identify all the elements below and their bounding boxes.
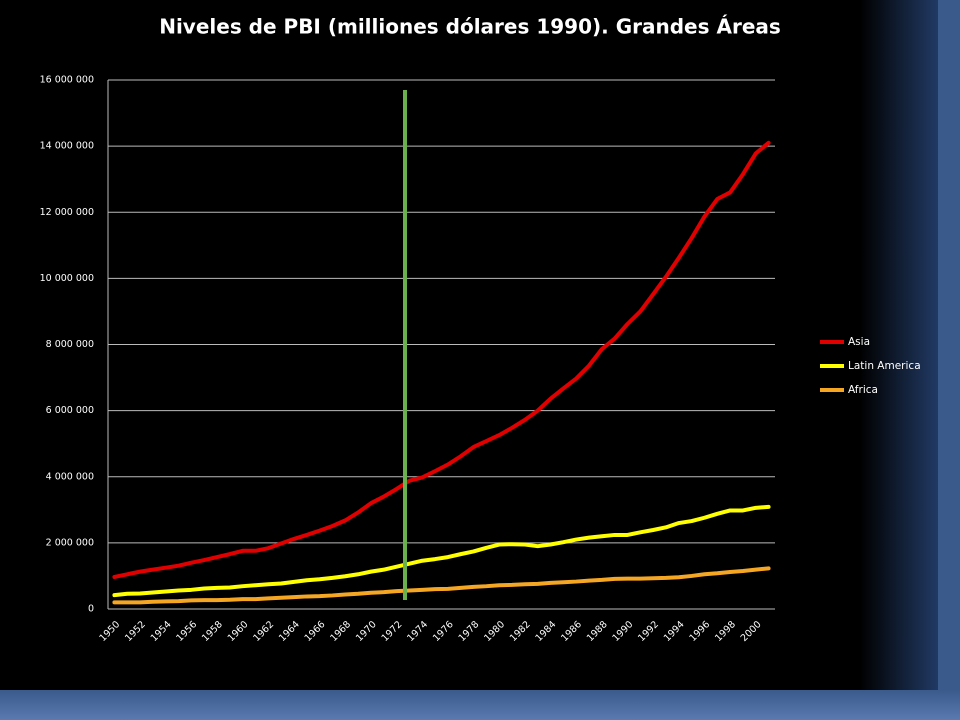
legend-label: Asia [848,336,870,348]
y-tick-label: 4 000 000 [46,471,94,482]
y-tick-label: 10 000 000 [40,273,94,284]
series-line [112,140,771,579]
y-tick-label: 8 000 000 [46,339,94,350]
series-line [112,566,771,605]
y-tick-label: 0 [88,604,94,615]
legend-label: Latin America [848,360,921,372]
y-tick-label: 6 000 000 [46,405,94,416]
y-tick-label: 12 000 000 [40,207,94,218]
series-line [112,504,771,598]
y-tick-label: 14 000 000 [40,141,94,152]
y-tick-label: 16 000 000 [40,75,94,86]
slide-border [938,0,960,720]
chart-title: Niveles de PBI (milliones dólares 1990).… [159,15,781,39]
legend-label: Africa [848,384,878,396]
plot-area: 0 2 000 000 4 000 000 6 000 000 8 000 000 10 … [40,75,921,644]
slide-border [0,690,960,720]
y-tick-label: 2 000 000 [46,537,94,548]
